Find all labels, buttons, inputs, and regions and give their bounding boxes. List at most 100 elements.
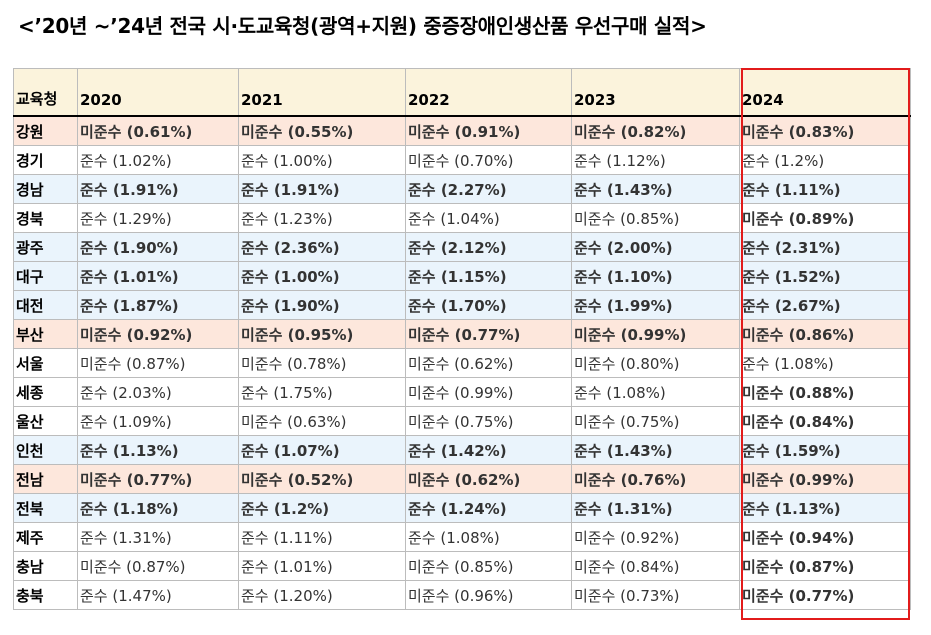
region-cell: 경기 — [13, 145, 78, 175]
result-cell: 준수 (1.12%) — [571, 145, 740, 175]
result-cell: 준수 (2.36%) — [238, 232, 406, 262]
result-cell: 준수 (2.31%) — [739, 232, 911, 262]
result-cell: 미준수 (0.99%) — [571, 319, 740, 349]
result-cell: 준수 (1.00%) — [238, 145, 406, 175]
table-row: 충남 미준수 (0.87%) 준수 (1.01%) 미준수 (0.85%) 미준수 (0… — [13, 551, 911, 581]
result-cell: 준수 (2.12%) — [405, 232, 572, 262]
result-cell: 준수 (1.2%) — [739, 145, 911, 175]
header-year-2024: 2024 — [739, 68, 911, 117]
result-cell: 준수 (1.01%) — [77, 261, 239, 291]
result-cell: 준수 (1.2%) — [238, 493, 406, 523]
result-cell: 미준수 (0.77%) — [405, 319, 572, 349]
result-cell: 준수 (1.52%) — [739, 261, 911, 291]
table-row: 서울 미준수 (0.87%) 미준수 (0.78%) 미준수 (0.62%) 미준수 (… — [13, 348, 911, 378]
result-cell: 준수 (2.27%) — [405, 174, 572, 204]
result-cell: 미준수 (0.88%) — [739, 377, 911, 407]
table-row: 전북 준수 (1.18%) 준수 (1.2%) 준수 (1.24%) 준수 (1.31%… — [13, 493, 911, 523]
result-cell: 준수 (1.99%) — [571, 290, 740, 320]
result-cell: 미준수 (0.87%) — [77, 348, 239, 378]
result-cell: 준수 (2.00%) — [571, 232, 740, 262]
result-cell: 미준수 (0.70%) — [405, 145, 572, 175]
result-cell: 준수 (1.75%) — [238, 377, 406, 407]
result-cell: 준수 (1.02%) — [77, 145, 239, 175]
purchase-performance-table: 교육청 2020 2021 2022 2023 2024 강원 미준수 (0.61… — [13, 68, 911, 610]
header-year-2021: 2021 — [238, 68, 406, 117]
table-row: 경기 준수 (1.02%) 준수 (1.00%) 미준수 (0.70%) 준수 (1.1… — [13, 145, 911, 175]
table-row: 대구 준수 (1.01%) 준수 (1.00%) 준수 (1.15%) 준수 (1.10… — [13, 261, 911, 291]
region-cell: 전북 — [13, 493, 78, 523]
result-cell: 미준수 (0.99%) — [739, 464, 911, 494]
result-cell: 준수 (1.90%) — [77, 232, 239, 262]
region-cell: 인천 — [13, 435, 78, 465]
table-row: 인천 준수 (1.13%) 준수 (1.07%) 준수 (1.42%) 준수 (1.43… — [13, 435, 911, 465]
result-cell: 준수 (1.24%) — [405, 493, 572, 523]
table-row: 부산 미준수 (0.92%) 미준수 (0.95%) 미준수 (0.77%) 미준수 (… — [13, 319, 911, 349]
region-cell: 서울 — [13, 348, 78, 378]
result-cell: 미준수 (0.99%) — [405, 377, 572, 407]
region-cell: 광주 — [13, 232, 78, 262]
header-row: 교육청 2020 2021 2022 2023 2024 — [13, 68, 911, 117]
result-cell: 준수 (2.03%) — [77, 377, 239, 407]
result-cell: 준수 (1.29%) — [77, 203, 239, 233]
result-cell: 준수 (1.91%) — [238, 174, 406, 204]
result-cell: 미준수 (0.63%) — [238, 406, 406, 436]
region-cell: 강원 — [13, 115, 78, 146]
table-row: 경남 준수 (1.91%) 준수 (1.91%) 준수 (2.27%) 준수 (1.43… — [13, 174, 911, 204]
result-cell: 미준수 (0.73%) — [571, 580, 740, 610]
result-cell: 준수 (1.09%) — [77, 406, 239, 436]
result-cell: 준수 (1.18%) — [77, 493, 239, 523]
result-cell: 준수 (1.31%) — [571, 493, 740, 523]
table-row: 경북 준수 (1.29%) 준수 (1.23%) 준수 (1.04%) 미준수 (0.8… — [13, 203, 911, 233]
region-cell: 대구 — [13, 261, 78, 291]
result-cell: 준수 (1.47%) — [77, 580, 239, 610]
result-cell: 준수 (1.04%) — [405, 203, 572, 233]
table-body: 강원 미준수 (0.61%) 미준수 (0.55%) 미준수 (0.91%) 미준수 (… — [13, 115, 911, 610]
header-year-2023: 2023 — [571, 68, 740, 117]
result-cell: 미준수 (0.62%) — [405, 464, 572, 494]
result-cell: 준수 (1.43%) — [571, 174, 740, 204]
result-cell: 미준수 (0.89%) — [739, 203, 911, 233]
header-year-2020: 2020 — [77, 68, 239, 117]
result-cell: 미준수 (0.86%) — [739, 319, 911, 349]
page-title: <’20년 ~’24년 전국 시·도교육청(광역+지원) 중증장애인생산품 우선… — [18, 14, 707, 38]
result-cell: 미준수 (0.87%) — [739, 551, 911, 581]
result-cell: 미준수 (0.62%) — [405, 348, 572, 378]
region-cell: 충북 — [13, 580, 78, 610]
region-cell: 대전 — [13, 290, 78, 320]
result-cell: 미준수 (0.85%) — [571, 203, 740, 233]
result-cell: 미준수 (0.83%) — [739, 115, 911, 146]
result-cell: 준수 (1.11%) — [238, 522, 406, 552]
result-cell: 미준수 (0.92%) — [77, 319, 239, 349]
header-region: 교육청 — [13, 68, 78, 117]
table-row: 제주 준수 (1.31%) 준수 (1.11%) 준수 (1.08%) 미준수 (0.9… — [13, 522, 911, 552]
result-cell: 미준수 (0.55%) — [238, 115, 406, 146]
result-cell: 준수 (1.31%) — [77, 522, 239, 552]
result-cell: 미준수 (0.85%) — [405, 551, 572, 581]
table-row: 강원 미준수 (0.61%) 미준수 (0.55%) 미준수 (0.91%) 미준수 (… — [13, 115, 911, 146]
result-cell: 미준수 (0.91%) — [405, 115, 572, 146]
table-row: 세종 준수 (2.03%) 준수 (1.75%) 미준수 (0.99%) 준수 (1.0… — [13, 377, 911, 407]
result-cell: 준수 (1.00%) — [238, 261, 406, 291]
table-row: 울산 준수 (1.09%) 미준수 (0.63%) 미준수 (0.75%) 미준수 (0… — [13, 406, 911, 436]
result-cell: 준수 (1.13%) — [739, 493, 911, 523]
result-cell: 미준수 (0.75%) — [571, 406, 740, 436]
result-cell: 미준수 (0.95%) — [238, 319, 406, 349]
header-year-2022: 2022 — [405, 68, 572, 117]
result-cell: 준수 (1.87%) — [77, 290, 239, 320]
region-cell: 제주 — [13, 522, 78, 552]
result-cell: 미준수 (0.61%) — [77, 115, 239, 146]
result-cell: 미준수 (0.52%) — [238, 464, 406, 494]
result-cell: 미준수 (0.84%) — [739, 406, 911, 436]
result-cell: 미준수 (0.77%) — [77, 464, 239, 494]
result-cell: 미준수 (0.75%) — [405, 406, 572, 436]
result-cell: 미준수 (0.80%) — [571, 348, 740, 378]
table-row: 충북 준수 (1.47%) 준수 (1.20%) 미준수 (0.96%) 미준수 (0.… — [13, 580, 911, 610]
result-cell: 준수 (1.15%) — [405, 261, 572, 291]
result-cell: 준수 (1.43%) — [571, 435, 740, 465]
result-cell: 준수 (1.08%) — [405, 522, 572, 552]
result-cell: 미준수 (0.94%) — [739, 522, 911, 552]
result-cell: 준수 (1.91%) — [77, 174, 239, 204]
result-cell: 미준수 (0.96%) — [405, 580, 572, 610]
region-cell: 세종 — [13, 377, 78, 407]
result-cell: 미준수 (0.82%) — [571, 115, 740, 146]
